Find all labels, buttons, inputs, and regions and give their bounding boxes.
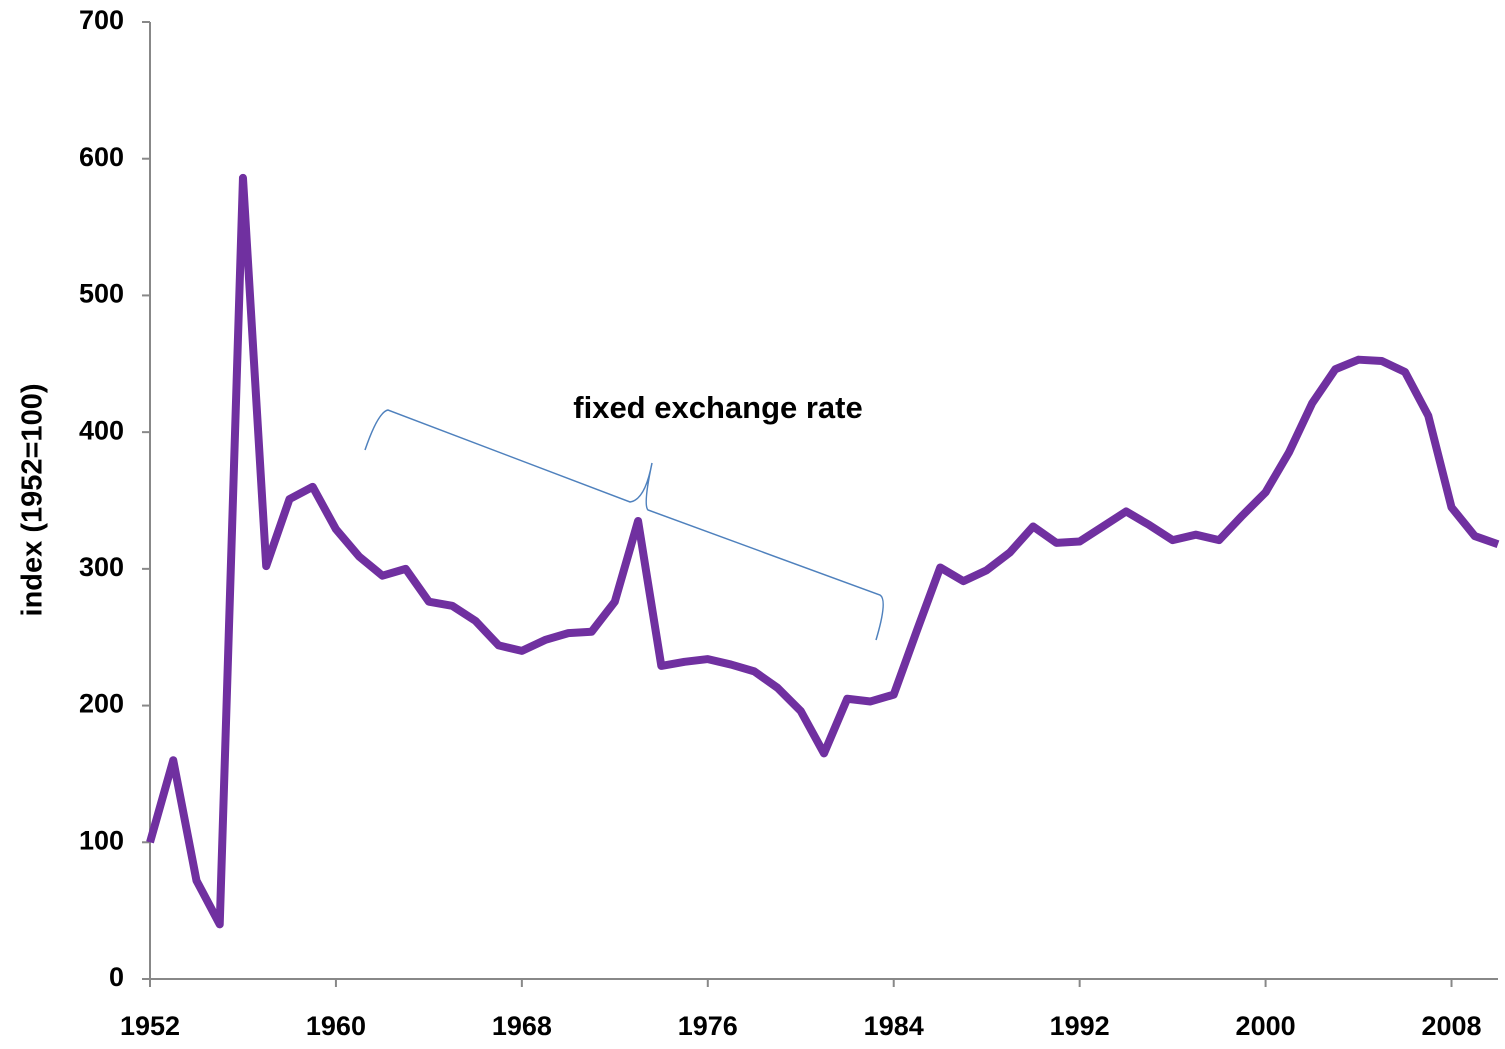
y-tick-label: 400 xyxy=(79,415,124,445)
y-tick-label: 100 xyxy=(79,825,124,855)
y-tick-label: 700 xyxy=(79,5,124,35)
y-tick-label: 300 xyxy=(79,552,124,582)
x-tick-label: 1976 xyxy=(678,1011,738,1041)
y-tick-label: 600 xyxy=(79,142,124,172)
x-tick-label: 1984 xyxy=(864,1011,924,1041)
line-series xyxy=(146,173,1500,929)
brace xyxy=(364,409,884,641)
y-axis-label: index (1952=100) xyxy=(17,384,49,617)
x-tick-label: 2000 xyxy=(1236,1011,1296,1041)
x-tick-label: 1960 xyxy=(306,1011,366,1041)
x-tick-label: 1992 xyxy=(1050,1011,1110,1041)
y-tick-label: 200 xyxy=(79,689,124,719)
x-tick-label: 1968 xyxy=(492,1011,552,1041)
annotation: fixed exchange rate xyxy=(573,390,862,425)
x-tick-label: 1952 xyxy=(120,1011,180,1041)
x-tick-label: 2008 xyxy=(1421,1011,1481,1041)
y-tick-label: 500 xyxy=(79,279,124,309)
y-tick-label: 0 xyxy=(109,962,124,992)
